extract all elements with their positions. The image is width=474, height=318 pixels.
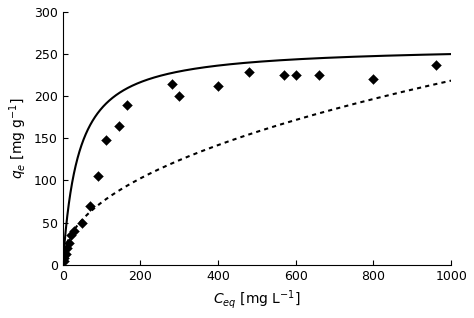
Point [432, 63, 439, 68]
Point [246, 69, 253, 74]
Point [370, 76, 377, 81]
Point [292, 73, 300, 78]
Point [71, 229, 78, 234]
Point [86, 203, 94, 208]
Point [123, 102, 131, 107]
Point [214, 84, 222, 89]
Point [168, 81, 175, 86]
Point [63, 245, 71, 251]
Point [102, 137, 109, 142]
Point [61, 255, 68, 260]
Point [62, 251, 69, 256]
Point [115, 123, 123, 128]
Point [79, 220, 86, 225]
Point [175, 94, 183, 99]
Point [65, 240, 73, 245]
Point [315, 73, 323, 78]
Point [60, 258, 67, 263]
Point [68, 233, 75, 238]
Y-axis label: $\mathit{q}_{e}$ [mg g$^{-1}$]: $\mathit{q}_{e}$ [mg g$^{-1}$] [7, 98, 28, 179]
Point [94, 174, 101, 179]
Point [280, 73, 288, 78]
X-axis label: $\mathit{C}_{eq}$ [mg L$^{-1}$]: $\mathit{C}_{eq}$ [mg L$^{-1}$] [213, 288, 301, 311]
